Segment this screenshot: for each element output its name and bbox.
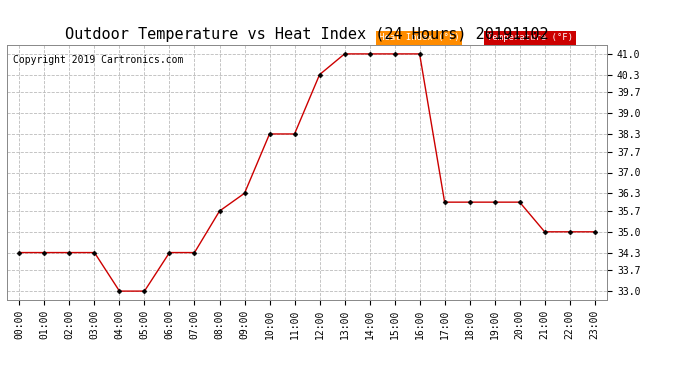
Text: Copyright 2019 Cartronics.com: Copyright 2019 Cartronics.com	[13, 55, 184, 65]
Title: Outdoor Temperature vs Heat Index (24 Hours) 20191102: Outdoor Temperature vs Heat Index (24 Ho…	[66, 27, 549, 42]
Text: Temperature (°F): Temperature (°F)	[487, 33, 573, 42]
Text: Heat Index (°F): Heat Index (°F)	[379, 33, 460, 42]
